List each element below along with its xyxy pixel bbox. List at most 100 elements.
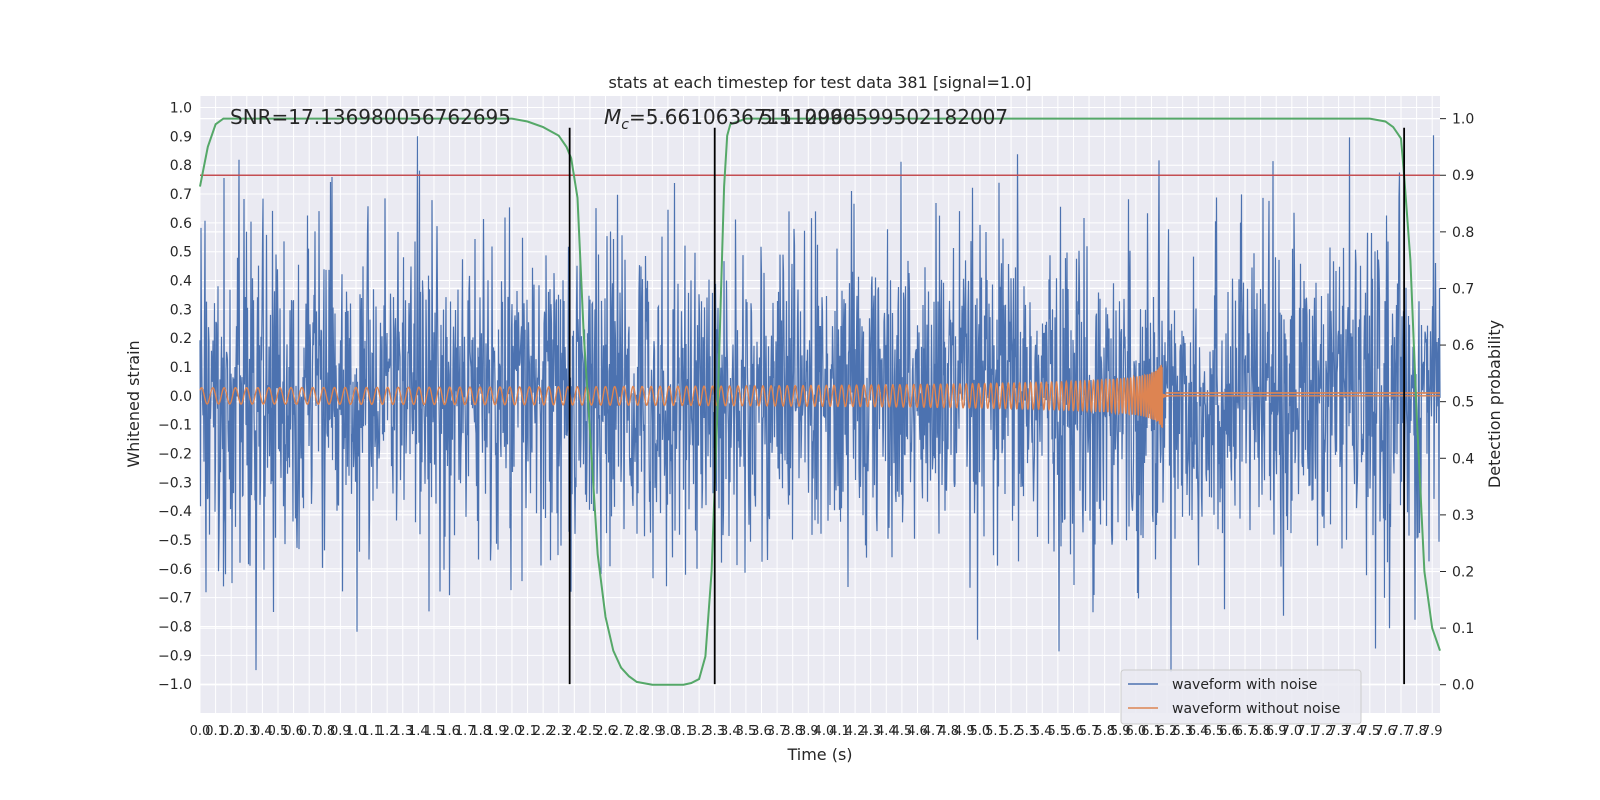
y-tick-label-left: 0.1 <box>170 360 192 376</box>
legend-label-clean: waveform without noise <box>1172 701 1340 717</box>
x-tick-label: 6.9 <box>1266 724 1287 739</box>
y-tick-labels-left: 1.0 0.9 0.8 0.7 0.6 0.5 0.4 0.3 0.2 0.1 0.0 −0.1 −0.… <box>158 101 192 694</box>
noisy-waveform-line <box>199 135 1441 672</box>
y-tick-label-left: −0.8 <box>158 620 192 636</box>
x-tick-label: 1.7 <box>455 724 476 739</box>
y-tick-label-right: 0.2 <box>1452 564 1474 580</box>
x-tick-label: 2.3 <box>548 724 569 739</box>
x-tick-label: 3.0 <box>658 724 679 739</box>
y-tick-label-left: 1.0 <box>170 101 192 117</box>
y-tick-label-left: −1.0 <box>158 677 192 693</box>
y-tick-label-left: −0.3 <box>158 475 192 491</box>
x-tick-label: 7.3 <box>1328 724 1349 739</box>
y-tick-label-left: −0.2 <box>158 447 192 463</box>
x-tick-label: 7.7 <box>1391 724 1412 739</box>
x-tick-label: 3.2 <box>689 724 710 739</box>
x-tick-label: 0.5 <box>268 724 289 739</box>
x-tick-label: 5.1 <box>985 724 1006 739</box>
snr-annotation: SNR=17.136980056762695 <box>230 105 511 129</box>
y-tick-label-right: 0.4 <box>1452 451 1474 467</box>
x-tick-label: 4.2 <box>845 724 866 739</box>
x-tick-label: 4.9 <box>954 724 975 739</box>
series-detection-probability <box>199 117 1441 686</box>
y-tick-label-left: 0.4 <box>170 274 192 290</box>
x-tick-label: 6.6 <box>1219 724 1240 739</box>
x-tick-label: 2.7 <box>611 724 632 739</box>
x-tick-label: 1.5 <box>424 724 445 739</box>
x-tick-label: 2.1 <box>517 724 538 739</box>
chirp-mass-annotation: Mc=5.661063671112060 <box>604 105 856 133</box>
x-tick-label: 3.1 <box>673 724 694 739</box>
x-tick-label: 1.6 <box>439 724 460 739</box>
x-tick-label: 0.2 <box>221 724 242 739</box>
x-tick-label: 2.9 <box>642 724 663 739</box>
x-tick-label: 3.4 <box>720 724 741 739</box>
y-tick-label-right: 0.0 <box>1452 678 1474 694</box>
x-tick-label: 0.6 <box>283 724 304 739</box>
x-tick-label: 7.8 <box>1406 724 1427 739</box>
legend-box <box>1120 669 1362 725</box>
x-tick-label: 4.6 <box>907 724 928 739</box>
x-tick-label: 2.5 <box>580 724 601 739</box>
x-tick-label: 6.2 <box>1157 724 1178 739</box>
x-tick-label: 5.5 <box>1048 724 1069 739</box>
y-tick-label-left: 0.5 <box>170 245 192 261</box>
x-tick-label: 5.2 <box>1001 724 1022 739</box>
x-tick-label: 1.2 <box>377 724 398 739</box>
y-tick-label-left: −0.6 <box>158 562 192 578</box>
x-tick-label: 5.7 <box>1079 724 1100 739</box>
x-tick-label: 2.6 <box>595 724 616 739</box>
y-tick-label-right: 0.1 <box>1452 621 1474 637</box>
x-tick-labels: 0.00.10.20.30.40.50.60.70.80.91.01.11.21… <box>190 724 1443 739</box>
y-tick-label-left: 0.6 <box>170 216 192 232</box>
x-tick-label: 7.1 <box>1297 724 1318 739</box>
x-tick-label: 4.1 <box>829 724 850 739</box>
x-tick-label: 1.9 <box>486 724 507 739</box>
x-tick-label: 3.9 <box>798 724 819 739</box>
legend: waveform with noise waveform without noi… <box>1120 669 1362 725</box>
y-tick-label-right: 0.9 <box>1452 168 1474 184</box>
x-tick-label: 0.0 <box>190 724 211 739</box>
x-tick-label: 1.8 <box>470 724 491 739</box>
x-tick-label: 6.7 <box>1235 724 1256 739</box>
overlap-annotation: 5.510996599502182007 <box>760 105 1008 129</box>
x-tick-label: 7.9 <box>1422 724 1443 739</box>
x-tick-label: 0.9 <box>330 724 351 739</box>
x-tick-label: 0.8 <box>314 724 335 739</box>
y-tick-label-left: −0.7 <box>158 591 192 607</box>
x-tick-label: 7.5 <box>1359 724 1380 739</box>
x-axis-label: Time (s) <box>786 745 852 764</box>
y-tick-label-left: −0.5 <box>158 533 192 549</box>
x-tick-label: 0.3 <box>236 724 257 739</box>
x-tick-label: 0.4 <box>252 724 273 739</box>
chirp-mass-value: =5.661063671112060 <box>629 105 856 129</box>
x-tick-label: 0.1 <box>205 724 226 739</box>
x-tick-label: 0.7 <box>299 724 320 739</box>
x-tick-label: 4.7 <box>923 724 944 739</box>
x-tick-label: 2.4 <box>564 724 585 739</box>
y-axis-label-right: Detection probability <box>1485 320 1504 488</box>
x-tick-label: 5.6 <box>1063 724 1084 739</box>
x-tick-label: 4.4 <box>876 724 897 739</box>
x-tick-label: 7.2 <box>1313 724 1334 739</box>
y-axis-label-left: Whitened strain <box>124 340 143 467</box>
legend-label-noisy: waveform with noise <box>1172 677 1317 693</box>
clean-waveform-line <box>199 364 1440 428</box>
x-tick-label: 7.0 <box>1281 724 1302 739</box>
series-clean-waveform <box>199 364 1440 428</box>
x-tick-label: 3.5 <box>736 724 757 739</box>
x-tick-label: 6.3 <box>1172 724 1193 739</box>
x-tick-label: 4.0 <box>814 724 835 739</box>
x-tick-label: 6.8 <box>1250 724 1271 739</box>
y-tick-label-right: 0.6 <box>1452 338 1474 354</box>
x-tick-label: 5.9 <box>1110 724 1131 739</box>
chirp-mass-symbol: M <box>604 105 621 129</box>
x-tick-label: 6.0 <box>1126 724 1147 739</box>
y-tick-label-left: 0.2 <box>170 331 192 347</box>
y-tick-label-left: 0.3 <box>170 302 192 318</box>
x-tick-label: 1.4 <box>408 724 429 739</box>
y-tick-label-right: 0.5 <box>1452 395 1474 411</box>
chirp-mass-subscript: c <box>621 117 629 133</box>
x-tick-label: 7.6 <box>1375 724 1396 739</box>
y-tick-label-right: 0.8 <box>1452 225 1474 241</box>
